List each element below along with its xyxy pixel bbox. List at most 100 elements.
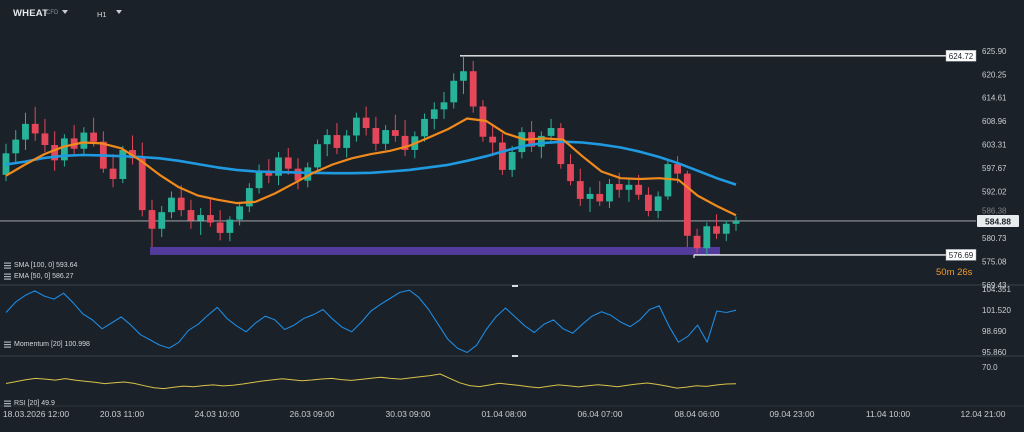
last-price-tag	[977, 214, 1019, 227]
candle-body	[90, 132, 98, 142]
price-level-label: 624.72	[949, 52, 974, 61]
symbol-dropdown-icon[interactable]	[62, 10, 68, 14]
candle-body	[596, 193, 604, 202]
price-tick-label: 592.02	[982, 187, 1007, 196]
price-panel[interactable]: 624.72 576.69	[0, 50, 977, 261]
price-level-label: 576.69	[949, 251, 974, 260]
candle-body	[314, 144, 321, 168]
candle-body	[148, 210, 156, 229]
sma-legend[interactable]: SMA [100, 0] 593.64	[4, 262, 77, 269]
candle-body	[498, 142, 506, 170]
indicator-settings-icon[interactable]	[4, 341, 11, 348]
candle-body	[323, 135, 331, 145]
candle-body	[119, 149, 127, 180]
momentum-tick-label: 98.690	[982, 327, 1007, 336]
candle-body	[537, 135, 545, 147]
candle-body	[197, 215, 205, 221]
price-axis[interactable]: 625.90 620.25 614.61 608.96 603.31 597.67 592.…	[977, 47, 1019, 372]
date-tick-label: 12.04 21:00	[961, 409, 1006, 419]
sma-legend-label: SMA [100, 0] 593.64	[14, 262, 78, 269]
last-price-label: 584.88	[985, 216, 1011, 226]
candle-body	[518, 132, 526, 153]
candle-body	[674, 164, 682, 174]
candle-body	[226, 219, 234, 233]
candle-body	[654, 196, 662, 211]
momentum-panel[interactable]	[5, 289, 737, 354]
momentum-tick-label: 104.351	[982, 285, 1011, 294]
price-level-tag	[945, 50, 977, 62]
candle-body	[177, 197, 185, 211]
symbol-name[interactable]: WHEAT	[13, 8, 49, 19]
candle-body	[265, 170, 273, 176]
support-zone	[150, 246, 720, 255]
candle-body	[31, 123, 39, 134]
candle-body	[138, 158, 146, 211]
candle-body	[216, 222, 224, 233]
candle-body	[644, 194, 652, 211]
candle-body	[586, 193, 594, 199]
indicator-settings-icon[interactable]	[4, 262, 11, 269]
candle-body	[625, 184, 633, 190]
candle-body	[372, 128, 380, 144]
candle-body	[401, 135, 409, 150]
price-tick-label: 580.73	[982, 234, 1007, 243]
candle-body	[576, 181, 584, 199]
candle-body	[245, 188, 253, 207]
indicator-settings-icon[interactable]	[4, 273, 11, 280]
date-tick-label: 06.04 07:00	[578, 409, 623, 419]
candle-body	[22, 123, 29, 140]
rsi-panel[interactable]	[5, 373, 737, 390]
candle-body	[109, 168, 117, 180]
candle-body	[606, 183, 613, 202]
candle-body	[206, 215, 214, 223]
candle-body	[703, 226, 711, 249]
candle-body	[187, 210, 195, 221]
momentum-tick-label: 95.860	[982, 348, 1007, 357]
candle-body	[489, 136, 497, 143]
candle-body	[304, 167, 312, 181]
candle-body	[41, 133, 49, 146]
rsi-legend[interactable]: RSI [20] 49.9	[4, 400, 55, 407]
candle-body	[391, 130, 399, 136]
indicator-settings-icon[interactable]	[4, 400, 11, 407]
candle-body	[567, 164, 574, 182]
candle-body	[722, 223, 730, 234]
time-axis[interactable]: 18.03.2026 12:00 20.03 11:00 24.03 10:00 26…	[3, 409, 1006, 419]
ema-legend[interactable]: EMA [50, 0] 586.27	[4, 273, 74, 280]
price-tick-label: 597.67	[982, 164, 1007, 173]
timeframe-selector[interactable]: H1	[97, 10, 107, 19]
candle-body	[664, 164, 672, 197]
toolbar: WHEAT CFD H1	[0, 0, 300, 26]
price-tick-label: 608.96	[982, 117, 1007, 126]
price-tick-label: 569.43	[982, 281, 1007, 290]
price-tick-label: 586.38	[982, 207, 1007, 216]
timeframe-dropdown-icon[interactable]	[116, 10, 122, 14]
price-tick-label: 603.31	[982, 141, 1007, 150]
candle-body	[732, 220, 740, 224]
candle-body	[421, 118, 428, 137]
grid	[0, 284, 1024, 407]
candle-body	[635, 184, 643, 195]
date-tick-label: 11.04 10:00	[866, 409, 911, 419]
candle-body	[460, 71, 467, 81]
candle-body	[352, 117, 360, 136]
candle-body	[294, 168, 302, 181]
momentum-legend[interactable]: Momentum [20] 100.998	[4, 341, 90, 348]
price-tick-label: 625.90	[982, 47, 1007, 56]
price-level-tag	[945, 249, 977, 261]
date-tick-label: 26.03 09:00	[290, 409, 335, 419]
panel-resize-handle	[512, 355, 518, 357]
sma-line	[5, 140, 737, 186]
candle-body	[469, 71, 477, 107]
candle-body	[362, 117, 370, 129]
rsi-tick-label: 70.0	[982, 363, 998, 372]
candle-body	[430, 109, 438, 119]
candle-body	[557, 128, 565, 165]
candle-body	[382, 130, 390, 144]
panel-resize-handle	[512, 285, 518, 287]
candle-body	[615, 183, 623, 190]
momentum-line	[5, 289, 737, 354]
candle-body	[168, 197, 175, 213]
